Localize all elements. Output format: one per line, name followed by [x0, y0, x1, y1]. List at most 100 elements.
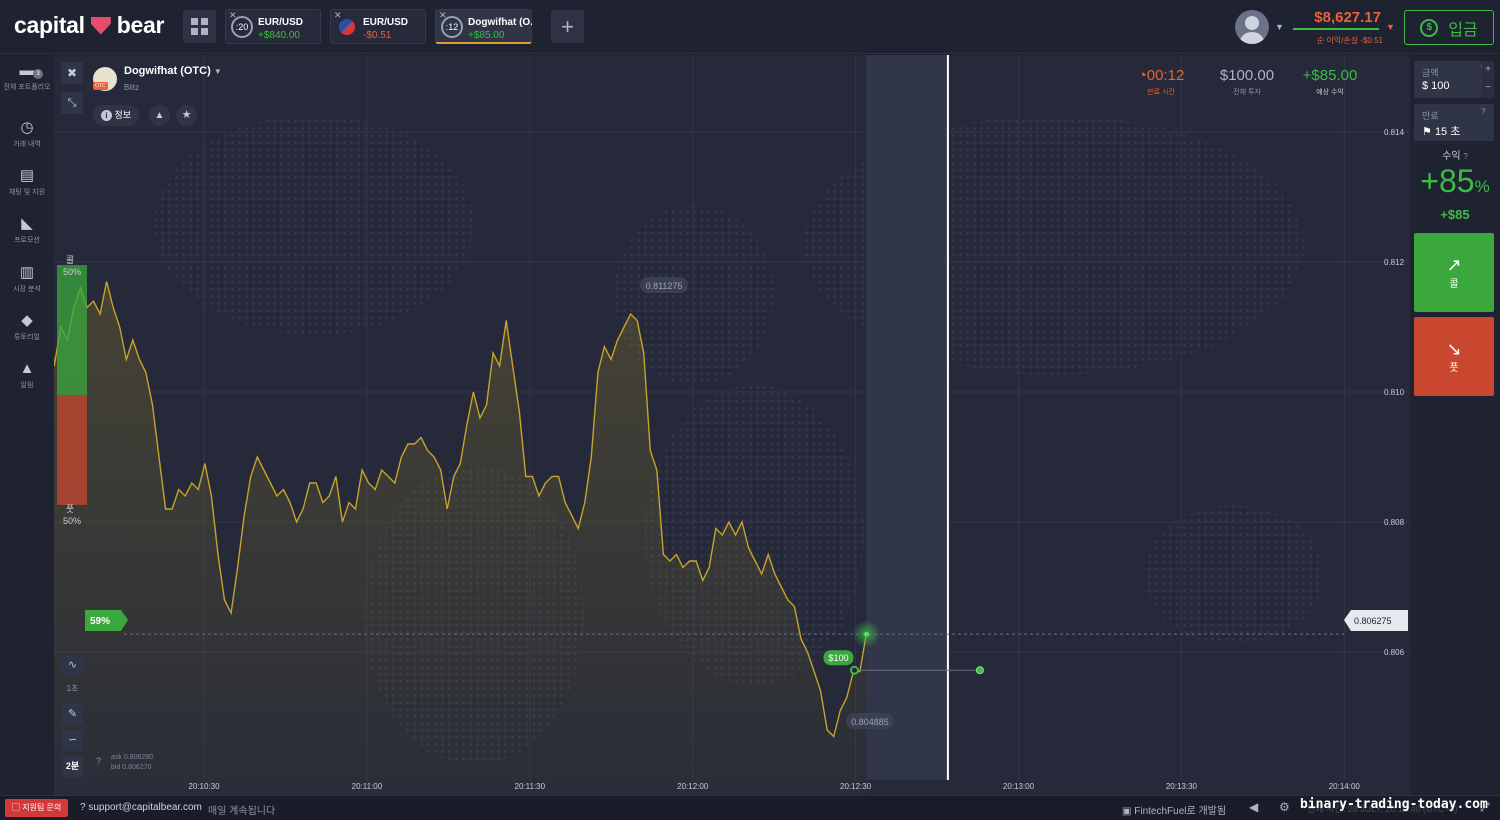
price-chart[interactable]: 0.814 0.812 0.810 0.808 0.806 20:10:30 20:11:… [54, 55, 1410, 795]
minus-icon[interactable]: − [1485, 82, 1491, 93]
expiry-field[interactable]: 만료 ⚑ 15 초 ? [1414, 104, 1494, 141]
chart-area[interactable]: 0.814 0.812 0.810 0.808 0.806 20:10:30 20:11:… [54, 55, 1410, 795]
asset-tab-2[interactable]: ✕ EUR/USD -$0.51 [330, 9, 426, 44]
dollar-coin-icon: $ [1420, 18, 1439, 37]
put-button[interactable]: ↘ 풋 [1414, 317, 1494, 396]
interval-label[interactable]: 1초 [66, 684, 79, 693]
call-label: 콜 [1449, 279, 1459, 290]
y-tick-label: 0.814 [1384, 128, 1405, 137]
deposit-button[interactable]: $ 입금 [1404, 10, 1494, 45]
profit-label: 수익 ? [1442, 151, 1468, 162]
sidebar-item-portfolio[interactable]: ▬ 3 전체 포트폴리오 [0, 63, 54, 92]
investment-value: $100.00 [1219, 67, 1275, 84]
help-icon[interactable]: ? [1481, 107, 1486, 116]
chart-type-button[interactable]: ∿ [62, 655, 83, 676]
top-bar: capital bear ✕ :20 EUR/USD +$840.00 ✕ EU… [0, 0, 1500, 54]
close-icon[interactable]: ✕ [334, 10, 342, 20]
expected-profit: +$85.00 예상 수익 [1298, 67, 1362, 97]
asset-name: Dogwifhat (OTC) [124, 65, 211, 77]
expiry-timer: ◔00:12 만료 시간 [1132, 67, 1190, 97]
close-icon[interactable]: ✕ [229, 10, 237, 20]
sidebar-item-analysis[interactable]: ▥ 시장 분석 [0, 265, 54, 294]
sidebar-item-alerts[interactable]: ▲ 알림 [0, 361, 54, 390]
current-price-value: 0.806275 [1354, 616, 1392, 626]
sidebar-item-label: 알림 [20, 382, 34, 389]
amount-value[interactable]: $ 100 [1422, 80, 1450, 92]
wave-icon: ∽ [67, 734, 78, 746]
support-button[interactable]: ▢ 지원팀 문의 [5, 799, 69, 817]
tab-pnl: +$85.00 [468, 30, 505, 41]
sentiment-down-pct: 50% [63, 516, 81, 526]
fullscreen-icon[interactable]: ⤢ [1480, 800, 1490, 814]
y-tick-label: 0.806 [1384, 648, 1405, 657]
collapse-icon: ⤡ [67, 97, 77, 109]
amount-stepper[interactable]: + − [1482, 61, 1494, 98]
sidebar-item-label: 튜토리얼 [14, 334, 40, 341]
star-icon: ★ [181, 109, 192, 121]
fintech-credit[interactable]: ▣ FintechFuel로 개발됨 [1122, 806, 1227, 817]
current-time: 현재 시간: 28 JULY, 20:12:40 (UTC+3) [1307, 804, 1458, 814]
clock-icon: ◷ [20, 119, 34, 136]
expiry-value[interactable]: ⚑ 15 초 [1422, 126, 1461, 138]
help-icon[interactable]: ? [1463, 152, 1468, 161]
info-button[interactable]: i 정보 [93, 105, 140, 126]
y-axis: 0.814 0.812 0.810 0.808 0.806 [1384, 128, 1405, 657]
close-icon[interactable]: ✕ [439, 10, 447, 20]
info-icon: i [101, 110, 112, 121]
sidebar-item-tutorials[interactable]: ◆ 튜토리얼 [0, 313, 54, 342]
x-tick-label: 20:11:30 [515, 782, 546, 791]
otc-badge: OTC [93, 82, 108, 90]
account-balance[interactable]: $8,627.17 [1314, 9, 1381, 26]
draw-button[interactable]: ✎ [62, 704, 83, 725]
y-tick-label: 0.808 [1384, 518, 1405, 527]
trend-down-icon: ↘ [1446, 339, 1462, 359]
alert-button[interactable]: ▲ [149, 105, 170, 126]
asset-tab-3[interactable]: ✕ :12 Dogwifhat (O... +$85.00 [435, 9, 532, 44]
profit-amount: +$85 [1440, 207, 1470, 222]
bar-chart-icon: ▥ [19, 264, 35, 281]
low-price-label: 0.804885 [846, 713, 894, 729]
chevron-down-icon[interactable]: ▼ [1275, 22, 1284, 32]
svg-text:$100: $100 [828, 653, 848, 663]
grid-layout-button[interactable] [183, 10, 216, 43]
help-icon[interactable]: ? [96, 756, 102, 766]
avatar[interactable] [1235, 10, 1269, 44]
crowd-pct-label: 59% [90, 616, 110, 627]
sound-icon[interactable]: ◀ [1249, 800, 1259, 814]
graduation-cap-icon: ◆ [21, 312, 33, 329]
trend-up-icon: ↗ [1446, 255, 1462, 275]
favorite-button[interactable]: ★ [176, 105, 197, 126]
collapse-chart-button[interactable]: ⤡ [61, 92, 83, 114]
current-price-dot [863, 631, 869, 637]
call-button[interactable]: ↗ 콜 [1414, 233, 1494, 312]
gear-icon[interactable]: ⚙ [1279, 800, 1290, 814]
sidebar-item-history[interactable]: ◷ 거래 내역 [0, 120, 54, 149]
support-email[interactable]: ? support@capitalbear.com [80, 802, 202, 813]
x-axis: 20:10:30 20:11:00 20:11:30 20:12:00 20:12:30… [188, 782, 1360, 791]
brand-name-right: bear [116, 12, 165, 38]
chat-icon: ▢ [12, 803, 20, 812]
deposit-label: 입금 [1448, 21, 1478, 39]
bell-icon: ▲ [19, 360, 35, 377]
pencil-icon: ✎ [67, 708, 78, 720]
indicators-button[interactable]: ∽ [62, 730, 83, 751]
asset-tab-1[interactable]: ✕ :20 EUR/USD +$840.00 [225, 9, 321, 44]
sidebar-item-promotions[interactable]: ◣ 프로모션 [0, 216, 54, 245]
add-tab-button[interactable]: + [551, 10, 584, 43]
x-tick-label: 20:13:00 [1003, 782, 1035, 791]
brand-logo[interactable]: capital bear [14, 12, 164, 39]
chevron-down-icon[interactable]: ▼ [1386, 22, 1395, 32]
sidebar-item-label: 전체 포트폴리오 [3, 84, 51, 91]
asset-selector[interactable]: Dogwifhat (OTC) ▼ [124, 65, 222, 77]
x-tick-label: 20:13:30 [1166, 782, 1198, 791]
expected-value: +$85.00 [1302, 67, 1358, 84]
sidebar-item-support[interactable]: ▤ 채팅 및 지원 [0, 168, 54, 197]
trade-marker[interactable]: $100 [823, 650, 984, 675]
sentiment-down-label: 풋 [66, 504, 74, 514]
close-chart-button[interactable]: ✖ [61, 62, 83, 84]
tab-name: EUR/USD [258, 17, 304, 28]
timeframe-button[interactable]: 2분 [62, 756, 83, 777]
tab-name: Dogwifhat (O... [468, 17, 532, 28]
plus-icon[interactable]: + [1485, 64, 1491, 75]
price-area-fill [54, 281, 867, 795]
